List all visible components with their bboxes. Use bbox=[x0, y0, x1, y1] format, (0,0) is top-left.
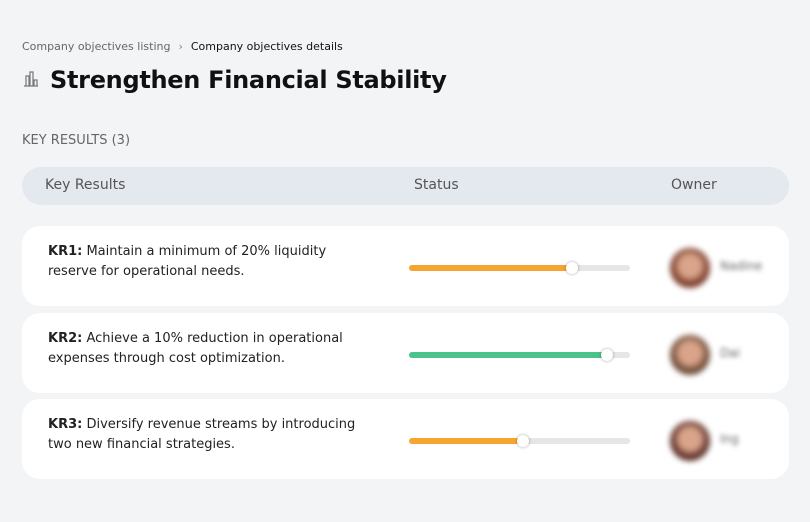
key-result-id: KR1: bbox=[48, 244, 83, 259]
owner-name: Dai bbox=[720, 346, 740, 360]
chevron-right-icon: › bbox=[178, 40, 183, 53]
key-result-description: Achieve a 10% reduction in operational e… bbox=[48, 331, 343, 366]
column-key-results: Key Results bbox=[45, 177, 126, 193]
avatar bbox=[670, 248, 710, 288]
section-label: KEY RESULTS (3) bbox=[22, 133, 131, 148]
key-result-description: Maintain a minimum of 20% liquidity rese… bbox=[48, 244, 327, 279]
page-header: Strengthen Financial Stability bbox=[22, 66, 447, 94]
table-row[interactable]: KR2: Achieve a 10% reduction in operatio… bbox=[22, 313, 789, 393]
progress-fill bbox=[409, 349, 613, 361]
progress-knob bbox=[516, 435, 529, 447]
progress-bar bbox=[409, 349, 630, 361]
key-result-text: KR1: Maintain a minimum of 20% liquidity… bbox=[48, 242, 378, 282]
owner-name: Nadine bbox=[720, 259, 763, 273]
progress-knob bbox=[600, 349, 613, 361]
breadcrumb-current: Company objectives details bbox=[190, 40, 343, 53]
progress-knob bbox=[565, 262, 578, 274]
progress-fill bbox=[409, 435, 529, 447]
column-status: Status bbox=[414, 177, 459, 193]
key-result-text: KR2: Achieve a 10% reduction in operatio… bbox=[48, 329, 378, 369]
progress-bar bbox=[409, 435, 630, 447]
breadcrumb: Company objectives listing › Company obj… bbox=[22, 40, 343, 53]
building-chart-icon bbox=[22, 69, 40, 91]
table-header: Key Results Status Owner bbox=[22, 167, 789, 205]
progress-bar bbox=[409, 262, 630, 274]
key-result-description: Diversify revenue streams by introducing… bbox=[48, 417, 356, 452]
column-owner: Owner bbox=[671, 177, 717, 193]
progress-fill bbox=[409, 262, 578, 274]
key-result-id: KR2: bbox=[48, 331, 83, 346]
page-title: Strengthen Financial Stability bbox=[50, 66, 447, 94]
avatar bbox=[670, 421, 710, 461]
key-result-id: KR3: bbox=[48, 417, 83, 432]
table-row[interactable]: KR3: Diversify revenue streams by introd… bbox=[22, 399, 789, 479]
key-result-text: KR3: Diversify revenue streams by introd… bbox=[48, 415, 378, 455]
owner-name: Ing bbox=[720, 432, 739, 446]
table-row[interactable]: KR1: Maintain a minimum of 20% liquidity… bbox=[22, 226, 789, 306]
breadcrumb-parent-link[interactable]: Company objectives listing bbox=[22, 40, 171, 53]
avatar bbox=[670, 335, 710, 375]
